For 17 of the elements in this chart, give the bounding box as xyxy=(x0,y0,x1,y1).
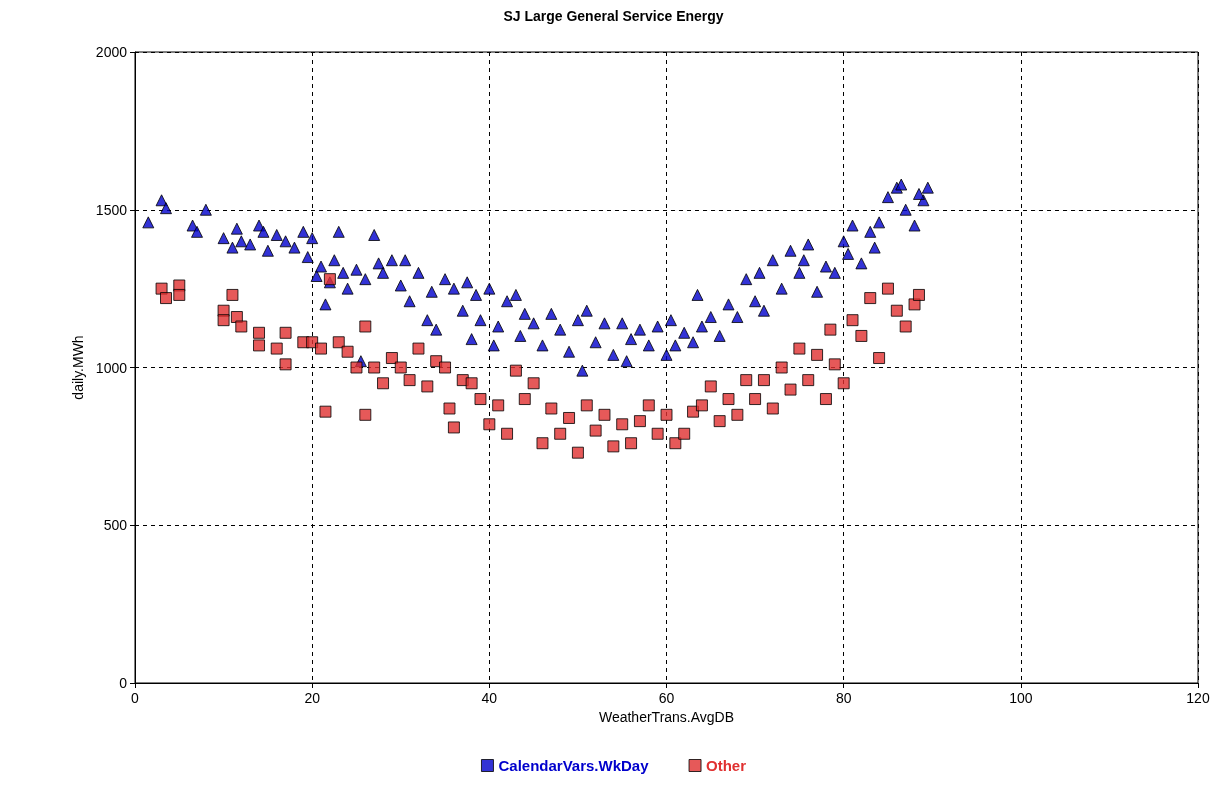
y-tick-label: 2000 xyxy=(95,44,128,60)
x-tick-label: 100 xyxy=(1009,690,1033,706)
y-tick-label: 1500 xyxy=(95,201,128,218)
x-tick-label: 0 xyxy=(131,690,140,706)
y-tick-label: 500 xyxy=(103,517,128,534)
x-axis-title: WeatherTrans.AvgDB xyxy=(598,708,735,725)
y-tick-label: 0 xyxy=(119,675,128,691)
legend-label: CalendarVars.WkDay xyxy=(498,757,650,774)
x-tick-label: 120 xyxy=(1186,690,1210,706)
y-axis-title: daily.MWh xyxy=(69,335,86,400)
chart-title: SJ Large General Service Energy xyxy=(503,8,724,24)
x-tick-label: 60 xyxy=(658,690,675,706)
x-tick-label: 40 xyxy=(481,690,498,706)
x-tick-label: 80 xyxy=(835,690,852,706)
x-tick-label: 20 xyxy=(304,690,321,706)
y-tick-label: 1000 xyxy=(95,359,128,376)
legend-label: Other xyxy=(706,757,747,774)
